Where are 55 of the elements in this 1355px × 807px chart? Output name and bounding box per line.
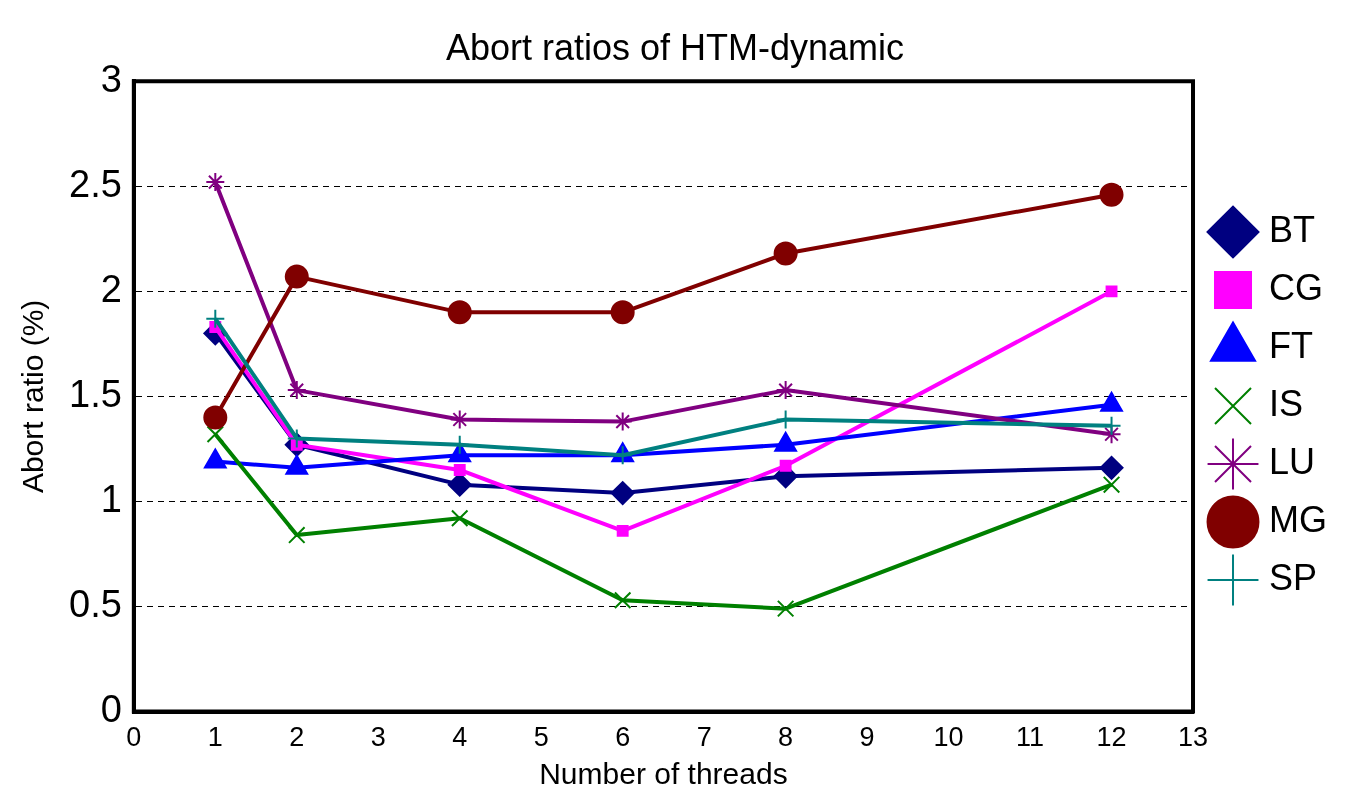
- legend-label: SP: [1269, 556, 1318, 598]
- point: [776, 599, 795, 618]
- x-tick-label: 6: [615, 722, 631, 753]
- point: [447, 300, 472, 325]
- x-tick-label: 13: [1177, 722, 1209, 753]
- point: [284, 264, 309, 289]
- point: [1105, 285, 1118, 298]
- legend-label: CG: [1269, 266, 1324, 308]
- legend-label: MG: [1269, 498, 1328, 540]
- y-axis-title: Abort ratio (%): [16, 299, 50, 494]
- point: [203, 405, 228, 430]
- point: [1101, 424, 1122, 445]
- x-tick-label: 0: [126, 722, 142, 753]
- point: [206, 425, 225, 443]
- point: [613, 591, 632, 610]
- x-tick-label: 7: [696, 722, 712, 753]
- y-tick-label: 1.5: [69, 372, 122, 415]
- point: [1099, 455, 1124, 480]
- x-tick-label: 10: [933, 722, 964, 753]
- x-tick-label: 4: [452, 722, 468, 753]
- point: [1099, 182, 1124, 207]
- legend-label: BT: [1269, 208, 1316, 250]
- x-tick-label: 12: [1096, 722, 1127, 753]
- x-tick-label: 5: [533, 722, 549, 753]
- x-tick-label: 11: [1016, 722, 1045, 753]
- x-tick-label: 1: [207, 722, 223, 753]
- y-tick-label: 1: [100, 477, 122, 520]
- x-tick-label: 9: [859, 722, 875, 753]
- point: [779, 459, 792, 472]
- point: [205, 172, 226, 193]
- point: [616, 524, 629, 537]
- y-tick-label: 2.5: [69, 162, 122, 205]
- point: [773, 241, 798, 266]
- y-tick-label: 3: [100, 57, 122, 100]
- point: [205, 308, 226, 329]
- x-tick-label: 3: [370, 722, 386, 753]
- legend-label: FT: [1269, 324, 1313, 366]
- x-tick-label: 8: [778, 722, 794, 753]
- point: [610, 300, 635, 325]
- point: [1102, 475, 1121, 494]
- chart-title: Abort ratios of HTM-dynamic: [445, 26, 905, 68]
- point: [775, 380, 796, 401]
- point: [288, 526, 306, 544]
- point: [612, 411, 633, 432]
- point: [610, 481, 635, 506]
- x-axis-title: Number of threads: [539, 757, 788, 791]
- point: [453, 464, 466, 476]
- legend-label: LU: [1269, 440, 1316, 482]
- point: [449, 409, 470, 430]
- y-tick-label: 0.5: [69, 583, 122, 626]
- y-tick-label: 2: [100, 267, 122, 310]
- legend-label: IS: [1269, 382, 1304, 424]
- point: [286, 380, 307, 401]
- x-tick-label: 2: [289, 722, 305, 753]
- point: [450, 509, 469, 528]
